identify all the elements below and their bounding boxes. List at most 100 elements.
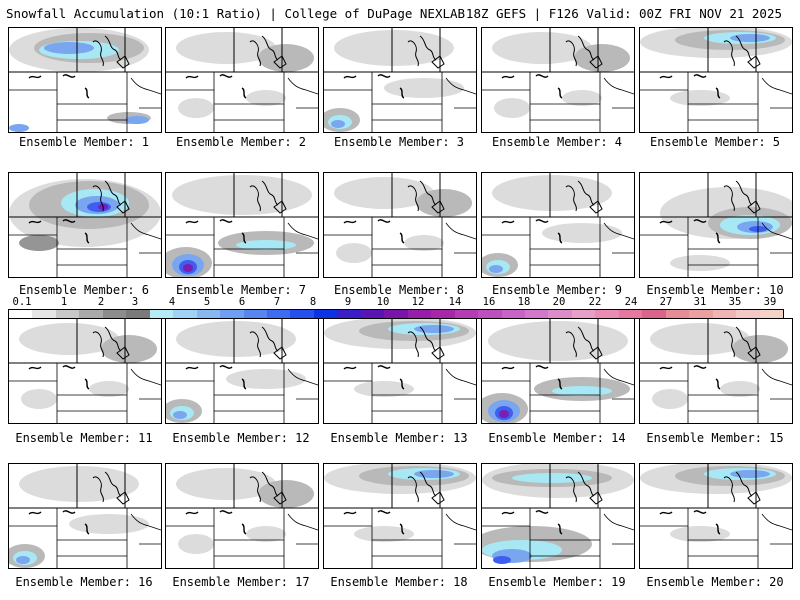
ensemble-map-panel	[481, 172, 635, 278]
ensemble-map-panel	[165, 463, 319, 569]
colorbar-swatch	[173, 310, 197, 318]
colorbar-swatch	[665, 310, 690, 318]
ensemble-member-label: Ensemble Member: 11	[15, 431, 153, 445]
colorbar-tick-label: 12	[411, 296, 425, 308]
ensemble-member-label: Ensemble Member: 7	[175, 283, 307, 297]
colorbar-swatch	[548, 310, 572, 318]
snowfall-map	[324, 28, 476, 132]
colorbar-swatch	[501, 310, 525, 318]
snowfall-map	[482, 28, 634, 132]
ensemble-map-panel	[639, 463, 793, 569]
ensemble-member-label: Ensemble Member: 4	[491, 135, 623, 149]
ensemble-member-label: Ensemble Member: 16	[15, 575, 153, 589]
colorbar-tick-label: 35	[728, 296, 742, 308]
colorbar-swatch	[689, 310, 713, 318]
colorbar-swatch	[32, 310, 56, 318]
colorbar-tick-label: 39	[763, 296, 777, 308]
ensemble-member-label: Ensemble Member: 20	[646, 575, 784, 589]
colorbar-swatch	[196, 310, 221, 318]
ensemble-map-panel	[165, 318, 319, 424]
colorbar-swatch	[79, 310, 103, 318]
colorbar-swatch	[642, 310, 666, 318]
ensemble-map-panel	[8, 27, 162, 133]
ensemble-member-label: Ensemble Member: 6	[18, 283, 150, 297]
ensemble-map-panel	[323, 172, 477, 278]
snowfall-map	[482, 319, 634, 423]
colorbar-swatch	[431, 310, 455, 318]
ensemble-member-label: Ensemble Member: 5	[649, 135, 781, 149]
map-title: Snowfall Accumulation (10:1 Ratio) | Col…	[6, 6, 466, 21]
colorbar-swatch	[126, 310, 150, 318]
colorbar-swatch	[407, 310, 432, 318]
ensemble-member-label: Ensemble Member: 2	[175, 135, 307, 149]
colorbar-swatch	[736, 310, 760, 318]
colorbar-swatch	[9, 310, 33, 318]
colorbar-swatch	[759, 310, 783, 318]
snowfall-map	[166, 28, 318, 132]
colorbar-swatch	[266, 310, 291, 318]
snowfall-map	[640, 28, 792, 132]
snowfall-map	[482, 173, 634, 277]
snowfall-map	[482, 464, 634, 568]
snowfall-map	[166, 319, 318, 423]
ensemble-map-panel	[481, 27, 635, 133]
colorbar-swatch	[313, 310, 338, 318]
ensemble-map-panel	[639, 27, 793, 133]
ensemble-member-label: Ensemble Member: 1	[18, 135, 150, 149]
colorbar-swatch	[384, 310, 408, 318]
ensemble-member-label: Ensemble Member: 15	[646, 431, 784, 445]
snowfall-map	[640, 464, 792, 568]
colorbar-tick-label: 20	[552, 296, 566, 308]
snowfall-map	[9, 173, 161, 277]
colorbar	[8, 309, 784, 319]
colorbar-tick-label: 8	[309, 296, 317, 308]
snowfall-map	[640, 319, 792, 423]
colorbar-swatch	[478, 310, 502, 318]
colorbar-swatch	[712, 310, 737, 318]
ensemble-member-label: Ensemble Member: 14	[488, 431, 626, 445]
colorbar-ticks: 0.1 1 2 3 4 5 6 7 8 9 10 12 14 16 18 20 22 24 27 31 35 39	[8, 296, 782, 308]
ensemble-member-label: Ensemble Member: 17	[172, 575, 310, 589]
colorbar-tick-label: 9	[344, 296, 352, 308]
colorbar-swatch	[290, 310, 314, 318]
snowfall-map	[640, 173, 792, 277]
ensemble-member-label: Ensemble Member: 8	[333, 283, 465, 297]
ensemble-member-label: Ensemble Member: 9	[491, 283, 623, 297]
colorbar-swatch	[55, 310, 80, 318]
colorbar-swatch	[524, 310, 549, 318]
colorbar-swatch	[595, 310, 619, 318]
colorbar-swatch	[337, 310, 361, 318]
ensemble-map-panel	[323, 318, 477, 424]
colorbar-tick-label: 10	[376, 296, 390, 308]
snowfall-map	[166, 464, 318, 568]
ensemble-map-panel	[165, 172, 319, 278]
colorbar-tick-label: 31	[693, 296, 707, 308]
ensemble-map-panel	[639, 172, 793, 278]
colorbar-swatch	[220, 310, 244, 318]
ensemble-member-label: Ensemble Member: 19	[488, 575, 626, 589]
snowfall-map	[324, 464, 476, 568]
colorbar-tick-label: 18	[517, 296, 531, 308]
ensemble-map-panel	[481, 318, 635, 424]
snowfall-map	[166, 173, 318, 277]
ensemble-member-label: Ensemble Member: 10	[646, 283, 784, 297]
colorbar-tick-label: 14	[448, 296, 462, 308]
snowfall-map	[9, 319, 161, 423]
colorbar-tick-label: 4	[168, 296, 176, 308]
ensemble-member-label: Ensemble Member: 13	[330, 431, 468, 445]
colorbar-tick-label: 2	[97, 296, 105, 308]
colorbar-swatch	[149, 310, 174, 318]
colorbar-tick-label: 27	[659, 296, 673, 308]
colorbar-swatch	[102, 310, 127, 318]
colorbar-tick-label: 6	[238, 296, 246, 308]
colorbar-tick-label: 1	[60, 296, 68, 308]
ensemble-map-panel	[481, 463, 635, 569]
ensemble-map-panel	[639, 318, 793, 424]
colorbar-swatch	[243, 310, 267, 318]
colorbar-tick-label: 22	[588, 296, 602, 308]
colorbar-swatch	[454, 310, 479, 318]
colorbar-swatch	[360, 310, 385, 318]
colorbar-tick-label: 16	[482, 296, 496, 308]
ensemble-member-label: Ensemble Member: 3	[333, 135, 465, 149]
snowfall-map	[324, 319, 476, 423]
